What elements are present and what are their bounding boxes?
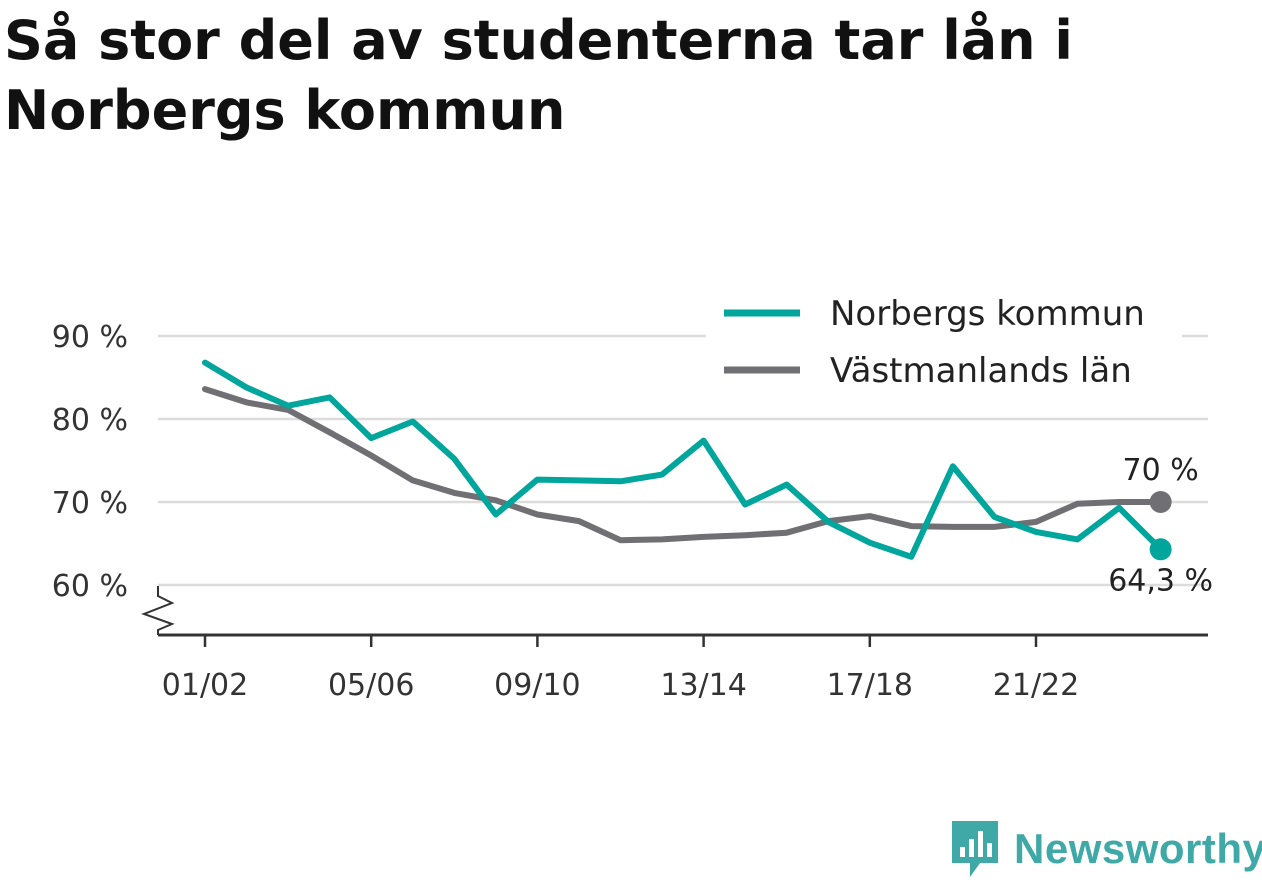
- x-tick-label: 21/22: [993, 668, 1079, 703]
- newsworthy-logo-icon: [952, 821, 998, 877]
- y-tick-label: 90 %: [52, 320, 128, 355]
- x-tick-label: 17/18: [827, 668, 913, 703]
- series-end-point-0: [1149, 538, 1172, 561]
- end-label-norberg: 64,3 %: [1108, 563, 1213, 598]
- x-axis: [141, 586, 1208, 637]
- series-line-0: [202, 359, 1164, 560]
- axis-break-icon: [141, 586, 175, 635]
- x-axis-ticks: 01/02 05/06 09/10 13/14 17/18 21/22: [162, 635, 1079, 703]
- y-tick-label: 80 %: [52, 403, 128, 438]
- legend-background: [706, 288, 1182, 400]
- y-tick-label: 60 %: [52, 569, 128, 604]
- legend-label: Västmanlands län: [830, 351, 1132, 391]
- x-tick-label: 09/10: [494, 668, 580, 703]
- y-axis-ticks: 90 % 80 % 70 % 60 %: [52, 320, 128, 604]
- brand-logo: Newsworthy: [950, 818, 1262, 880]
- brand-name: Newsworthy: [1014, 825, 1262, 872]
- series-lines: [202, 359, 1172, 561]
- series-line-1: [202, 386, 1164, 544]
- legend: Norbergs kommun Västmanlands län: [706, 288, 1182, 400]
- x-tick-label: 05/06: [328, 668, 414, 703]
- end-labels: 70 % 64,3 %: [1108, 453, 1213, 598]
- x-tick-label: 01/02: [162, 668, 248, 703]
- end-label-vastmanland: 70 %: [1123, 453, 1199, 488]
- series-end-point-1: [1149, 491, 1172, 513]
- y-tick-label: 70 %: [52, 486, 128, 521]
- legend-label: Norbergs kommun: [830, 294, 1145, 334]
- x-tick-label: 13/14: [660, 668, 746, 703]
- chart-title: Så stor del av studenterna tar lån i Nor…: [4, 9, 1073, 142]
